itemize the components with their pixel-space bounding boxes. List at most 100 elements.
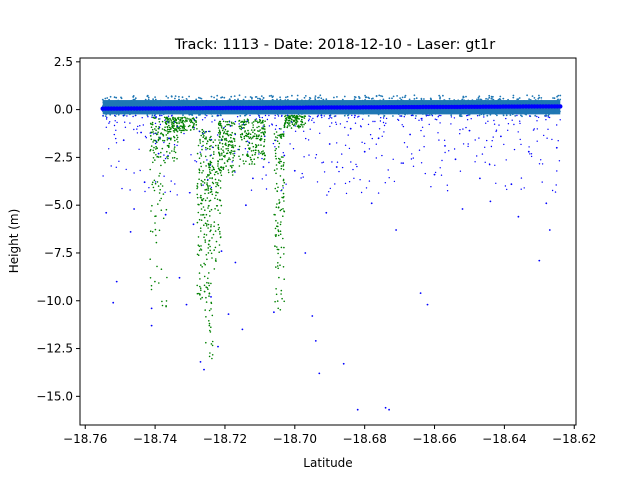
blue-point <box>331 122 333 124</box>
blue-point <box>368 180 371 182</box>
blue-point <box>393 180 396 183</box>
green-point <box>232 157 234 159</box>
surface-point <box>395 111 398 114</box>
blue-point <box>355 163 357 166</box>
green-point <box>240 125 242 127</box>
surface-point <box>159 99 162 102</box>
blue-point <box>484 146 486 148</box>
green-point <box>153 139 155 142</box>
green-point <box>200 134 202 137</box>
green-point <box>165 208 168 211</box>
blue-point <box>532 129 535 131</box>
green-point <box>211 237 213 239</box>
blue-point <box>262 125 264 127</box>
green-point <box>175 129 178 131</box>
green-point <box>299 125 302 128</box>
surface-point <box>335 102 338 105</box>
blue-point <box>329 187 331 190</box>
green-point <box>224 128 227 131</box>
green-point <box>274 300 276 303</box>
blue-point <box>161 114 163 117</box>
blue-point <box>242 123 245 125</box>
green-point <box>217 228 220 231</box>
green-point <box>196 221 199 224</box>
blue-point <box>439 122 441 124</box>
green-point <box>301 116 304 118</box>
blue-point <box>198 130 200 132</box>
green-point <box>184 129 187 131</box>
surface-point <box>505 101 508 104</box>
surface-point <box>346 114 349 117</box>
green-point <box>286 126 289 129</box>
surface-point <box>412 100 415 103</box>
surface-point <box>242 98 245 101</box>
green-point <box>205 136 207 138</box>
green-point <box>182 122 184 125</box>
blue-point <box>459 133 461 135</box>
blue-point <box>137 125 139 128</box>
blue-point <box>419 292 422 294</box>
green-point <box>292 124 295 127</box>
surface-point <box>450 114 453 117</box>
green-point <box>170 119 172 122</box>
green-point <box>257 144 260 146</box>
green-point <box>220 166 222 168</box>
green-point <box>195 124 198 126</box>
green-point <box>280 160 283 163</box>
green-point <box>208 240 210 242</box>
green-point <box>240 121 242 123</box>
surface-point <box>296 94 299 97</box>
green-point <box>219 122 221 124</box>
green-point <box>279 158 281 160</box>
green-point <box>219 124 222 126</box>
green-point <box>178 129 181 131</box>
blue-point <box>158 126 161 129</box>
green-point <box>167 128 169 131</box>
green-point <box>160 197 162 200</box>
green-point <box>255 143 257 146</box>
surface-point <box>448 97 451 100</box>
blue-point <box>268 125 271 127</box>
green-point <box>243 162 245 165</box>
green-point <box>241 138 243 141</box>
green-point <box>289 117 292 120</box>
surface-point <box>438 94 441 97</box>
surface-point <box>392 101 395 104</box>
surface-point <box>423 112 426 115</box>
green-point <box>160 268 163 271</box>
blue-point <box>207 178 209 181</box>
green-point <box>233 123 236 125</box>
green-point <box>262 132 265 134</box>
green-point <box>214 178 217 181</box>
blue-point <box>336 161 339 163</box>
green-point <box>198 178 200 180</box>
surface-point <box>189 113 192 116</box>
green-point <box>227 141 230 143</box>
green-point <box>177 118 180 120</box>
surface-point <box>266 109 268 112</box>
green-point <box>279 223 282 226</box>
blue-point <box>372 120 374 123</box>
surface-point <box>185 98 188 100</box>
surface-point <box>534 99 537 101</box>
surface-point <box>350 101 352 104</box>
surface-point <box>281 101 283 104</box>
surface-point <box>478 114 481 117</box>
green-point <box>210 208 213 211</box>
blue-point <box>248 141 250 143</box>
surface-point <box>273 100 276 103</box>
blue-point <box>382 121 385 124</box>
green-point <box>158 282 160 284</box>
surface-point <box>238 94 241 97</box>
blue-point <box>446 184 448 186</box>
green-point <box>225 148 227 150</box>
green-point <box>149 230 152 232</box>
blue-point <box>234 133 236 136</box>
green-point <box>217 132 220 134</box>
blue-point <box>493 123 496 125</box>
green-point <box>160 132 163 134</box>
green-point <box>210 301 212 304</box>
blue-point <box>486 139 488 142</box>
green-point <box>298 124 300 127</box>
blue-point <box>423 146 425 148</box>
